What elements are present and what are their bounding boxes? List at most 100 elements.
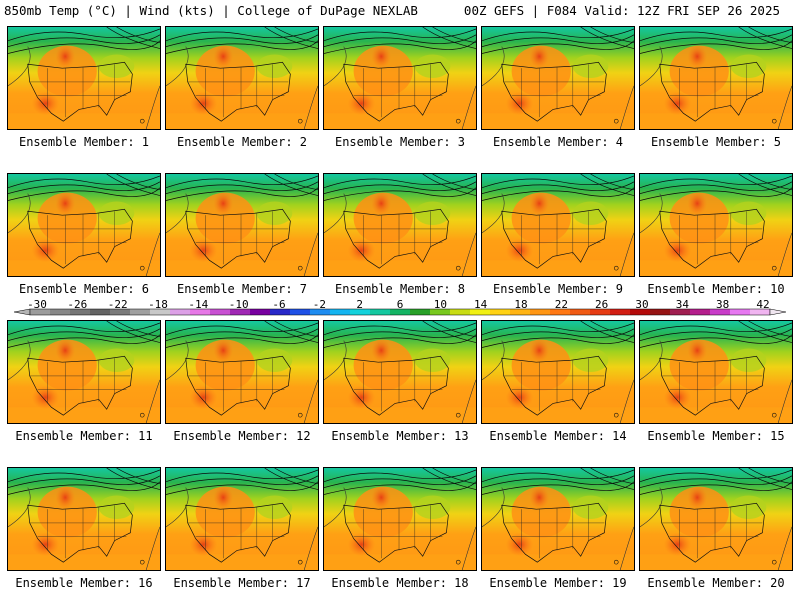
colorbar-tick-label: -26 [67,298,88,311]
ensemble-member-label: Ensemble Member: 14 [489,429,627,443]
colorbar-swatch [50,309,71,315]
colorbar-swatch [310,309,331,315]
colorbar-swatch [270,309,291,315]
colorbar-swatch [170,309,191,315]
colorbar-swatch [710,309,731,315]
colorbar-swatch [90,309,111,315]
ensemble-map-panel [639,320,793,424]
ensemble-map-panel [323,320,477,424]
colorbar-swatch [70,309,91,315]
colorbar-tick-label: -2 [312,298,326,311]
ensemble-map-panel [481,173,635,277]
colorbar-swatch [190,309,211,315]
ensemble-map-panel [323,26,477,130]
ensemble-member-label: Ensemble Member: 2 [176,135,308,149]
temperature-map [324,321,476,423]
colorbar-swatch [490,309,511,315]
colorbar-swatch [210,309,231,315]
colorbar-tick-label: 38 [716,298,730,311]
ensemble-map-panel [481,467,635,571]
colorbar-swatch [430,309,451,315]
ensemble-member-label: Ensemble Member: 19 [489,576,627,590]
temperature-map [640,321,792,423]
ensemble-map-panel [165,26,319,130]
ensemble-map-panel [7,26,161,130]
temperature-map [166,174,318,276]
ensemble-map-panel [639,467,793,571]
temperature-map [640,174,792,276]
temperature-map [8,468,160,570]
ensemble-member-label: Ensemble Member: 18 [331,576,469,590]
ensemble-member-label: Ensemble Member: 16 [15,576,153,590]
colorbar-tick-label: 14 [474,298,488,311]
colorbar-swatch [570,309,591,315]
temperature-map [640,468,792,570]
temperature-map [324,174,476,276]
ensemble-map-panel [481,26,635,130]
temperature-map [8,27,160,129]
colorbar-swatch [330,309,351,315]
colorbar-tick-label: 42 [756,298,770,311]
colorbar-tick-label: -30 [27,298,47,311]
temperature-map [482,27,634,129]
colorbar-swatch [530,309,551,315]
colorbar-tick-label: -18 [148,298,168,311]
colorbar-tick-label: 6 [396,298,404,311]
temperature-map [8,321,160,423]
ensemble-member-label: Ensemble Member: 4 [492,135,624,149]
ensemble-member-label: Ensemble Member: 10 [647,282,785,296]
colorbar-swatch [610,309,631,315]
colorbar-swatch [130,309,151,315]
colorbar-tick-label: 18 [514,298,528,311]
colorbar-swatch [450,309,471,315]
ensemble-member-label: Ensemble Member: 11 [15,429,153,443]
colorbar-tick-label: 34 [675,298,689,311]
ensemble-map-panel [7,320,161,424]
ensemble-map-panel [7,173,161,277]
colorbar-swatch [630,309,651,315]
colorbar-swatch [390,309,411,315]
temperature-map [166,27,318,129]
colorbar-tick-label: 22 [554,298,568,311]
ensemble-member-label: Ensemble Member: 5 [650,135,782,149]
ensemble-map-panel [481,320,635,424]
ensemble-member-label: Ensemble Member: 1 [18,135,150,149]
ensemble-map-panel [639,26,793,130]
temperature-map [640,27,792,129]
temperature-map [482,468,634,570]
colorbar-tick-label: 10 [433,298,447,311]
colorbar-swatch [350,309,371,315]
colorbar-tick-label: -14 [188,298,209,311]
map-title: 850mb Temp (°C) | Wind (kts) | College o… [4,3,418,18]
colorbar-high-arrow [769,308,787,316]
ensemble-member-label: Ensemble Member: 9 [492,282,624,296]
ensemble-map-panel [323,467,477,571]
ensemble-member-label: Ensemble Member: 17 [173,576,311,590]
colorbar-swatch [650,309,671,315]
colorbar-swatch [30,309,51,315]
colorbar-tick-label: 26 [595,298,609,311]
colorbar-swatch [590,309,611,315]
temperature-map [324,27,476,129]
ensemble-map-panel [7,467,161,571]
temperature-map [8,174,160,276]
colorbar-swatch [510,309,531,315]
colorbar-tick-label: -10 [228,298,249,311]
colorbar-swatch [250,309,271,315]
temperature-map [166,468,318,570]
colorbar-swatch [470,309,491,315]
ensemble-member-label: Ensemble Member: 3 [334,135,466,149]
ensemble-member-label: Ensemble Member: 15 [647,429,785,443]
ensemble-member-label: Ensemble Member: 8 [334,282,466,296]
colorbar-swatch [410,309,431,315]
ensemble-member-label: Ensemble Member: 13 [331,429,469,443]
ensemble-member-label: Ensemble Member: 6 [18,282,150,296]
temperature-map [482,321,634,423]
colorbar-tick-label: -6 [272,298,286,311]
colorbar-swatch [730,309,751,315]
temperature-map [166,321,318,423]
ensemble-map-panel [165,467,319,571]
ensemble-map-panel [165,173,319,277]
colorbar-tick-label: 30 [635,298,649,311]
colorbar-swatch [550,309,571,315]
